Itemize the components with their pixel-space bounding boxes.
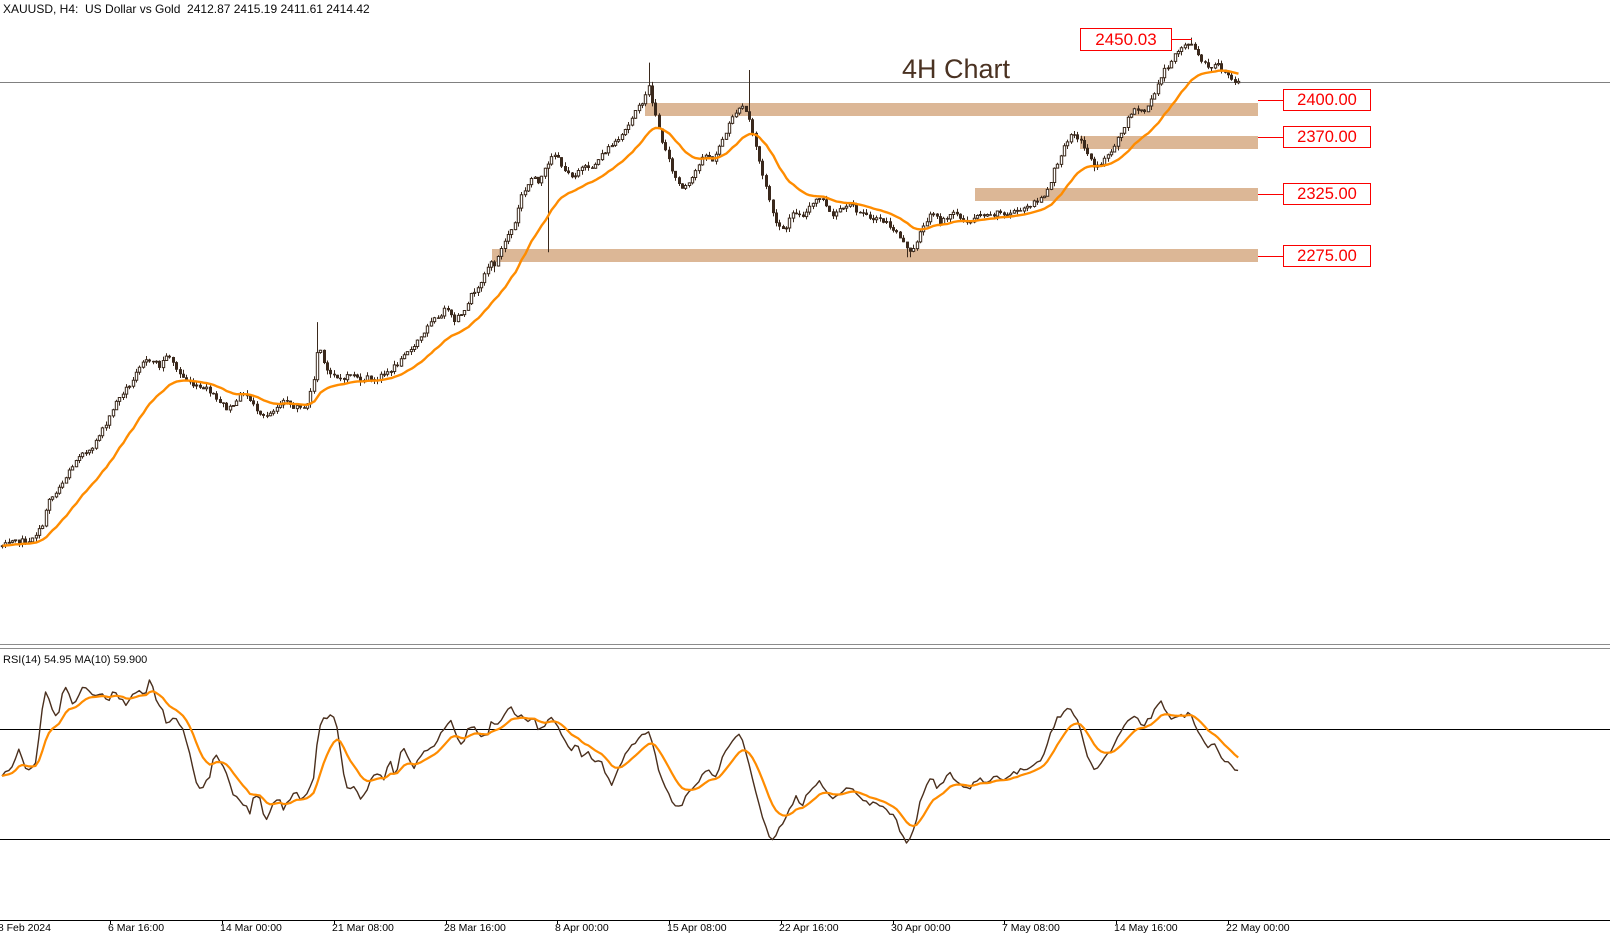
time-axis-label[interactable]: 22 May 00:00 [1226, 922, 1290, 934]
bearish-candles [18, 43, 1237, 545]
rsi-line [1, 679, 1239, 844]
time-axis-tick [446, 920, 447, 924]
price-level-label-2325.00[interactable]: 2325.00 [1283, 183, 1371, 205]
rsi-ma-line [1, 690, 1239, 828]
time-axis-tick [1228, 920, 1229, 924]
time-axis-label[interactable]: 28 Feb 2024 [0, 922, 51, 934]
zone-band-2400.00[interactable] [645, 103, 1258, 116]
rsi-indicator-label: RSI(14) 54.95 MA(10) 59.900 [3, 654, 148, 666]
time-axis-tick [1116, 920, 1117, 924]
price-level-label-2400.00[interactable]: 2400.00 [1283, 89, 1371, 111]
symbol-title: XAUUSD, H4: US Dollar vs Gold 2412.87 24… [3, 2, 370, 16]
time-axis-label[interactable]: 6 Mar 16:00 [108, 922, 165, 934]
time-axis-tick [334, 920, 335, 924]
time-axis-tick [557, 920, 558, 924]
time-axis-label[interactable]: 22 Apr 16:00 [779, 922, 839, 934]
time-axis-label[interactable]: 15 Apr 08:00 [667, 922, 727, 934]
candle-wicks [2, 37, 1239, 549]
time-axis [0, 920, 1610, 921]
time-axis-label[interactable]: 14 May 16:00 [1114, 922, 1178, 934]
time-axis-tick [222, 920, 223, 924]
time-axis-tick [669, 920, 670, 924]
moving-average-line [2, 69, 1239, 547]
candlestick-chart[interactable] [0, 0, 1610, 648]
time-axis-label[interactable]: 21 Mar 08:00 [332, 922, 394, 934]
time-axis-tick [893, 920, 894, 924]
panel-separator-line[interactable] [0, 644, 1610, 645]
zone-band-2275.00[interactable] [492, 249, 1258, 262]
bullish-candles [0, 43, 1241, 548]
chart-annotation-text: 4H Chart [902, 54, 1011, 84]
panel-separator-line-2 [0, 648, 1610, 649]
zone-band-2370.00[interactable] [1080, 136, 1258, 150]
time-axis-label[interactable]: 30 Apr 00:00 [891, 922, 951, 934]
price-level-label-2275.00[interactable]: 2275.00 [1283, 245, 1371, 267]
rsi-chart[interactable] [0, 648, 1610, 920]
time-axis-label[interactable]: 8 Apr 00:00 [555, 922, 609, 934]
time-axis-label[interactable]: 7 May 08:00 [1002, 922, 1060, 934]
time-axis-tick [781, 920, 782, 924]
price-level-label-2370.00[interactable]: 2370.00 [1283, 126, 1371, 148]
time-axis-label[interactable]: 28 Mar 16:00 [444, 922, 506, 934]
time-axis-tick [1004, 920, 1005, 924]
swing-high-label[interactable]: 2450.03 [1080, 28, 1172, 51]
time-axis-tick [110, 920, 111, 924]
time-axis-label[interactable]: 14 Mar 00:00 [220, 922, 282, 934]
